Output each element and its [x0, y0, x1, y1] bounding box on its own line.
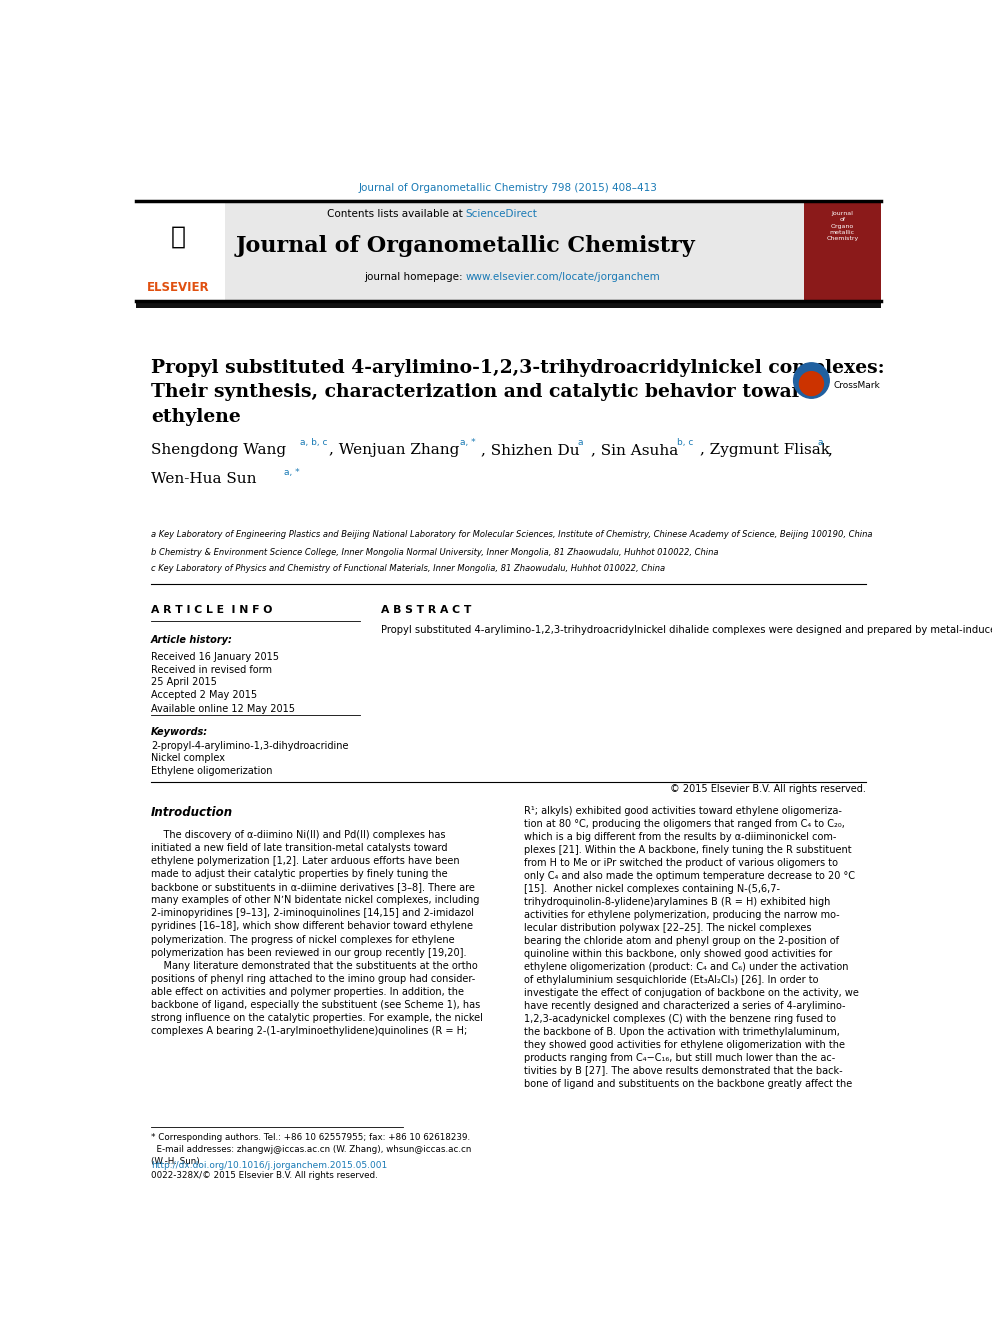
Text: a, *: a, *	[285, 467, 300, 476]
Text: A B S T R A C T: A B S T R A C T	[381, 606, 471, 615]
Circle shape	[800, 372, 823, 396]
Text: , Wenjuan Zhang: , Wenjuan Zhang	[329, 443, 459, 456]
Text: b Chemistry & Environment Science College, Inner Mongolia Normal University, Inn: b Chemistry & Environment Science Colleg…	[151, 548, 718, 557]
Text: © 2015 Elsevier B.V. All rights reserved.: © 2015 Elsevier B.V. All rights reserved…	[670, 785, 866, 794]
FancyBboxPatch shape	[804, 201, 881, 302]
Text: Journal of Organometallic Chemistry 798 (2015) 408–413: Journal of Organometallic Chemistry 798 …	[359, 183, 658, 193]
FancyBboxPatch shape	[136, 201, 225, 302]
Text: ELSEVIER: ELSEVIER	[147, 280, 209, 294]
Text: Wen-Hua Sun: Wen-Hua Sun	[151, 472, 257, 486]
Text: 25 April 2015: 25 April 2015	[151, 677, 217, 687]
Text: 0022-328X/© 2015 Elsevier B.V. All rights reserved.: 0022-328X/© 2015 Elsevier B.V. All right…	[151, 1171, 378, 1180]
Text: http://dx.doi.org/10.1016/j.jorganchem.2015.05.001: http://dx.doi.org/10.1016/j.jorganchem.2…	[151, 1160, 387, 1170]
Text: a, *: a, *	[459, 438, 475, 447]
Text: , Zygmunt Flisak: , Zygmunt Flisak	[699, 443, 830, 456]
Text: Keywords:: Keywords:	[151, 728, 208, 737]
Text: ScienceDirect: ScienceDirect	[466, 209, 538, 220]
Text: Received in revised form: Received in revised form	[151, 665, 272, 676]
Text: (W.-H. Sun).: (W.-H. Sun).	[151, 1158, 202, 1167]
Text: Journal of Organometallic Chemistry: Journal of Organometallic Chemistry	[236, 234, 695, 257]
Text: c Key Laboratory of Physics and Chemistry of Functional Materials, Inner Mongoli: c Key Laboratory of Physics and Chemistr…	[151, 564, 666, 573]
Text: Available online 12 May 2015: Available online 12 May 2015	[151, 704, 296, 714]
Text: www.elsevier.com/locate/jorganchem: www.elsevier.com/locate/jorganchem	[466, 271, 661, 282]
Text: a Key Laboratory of Engineering Plastics and Beijing National Laboratory for Mol: a Key Laboratory of Engineering Plastics…	[151, 531, 873, 538]
Bar	[136, 302, 881, 308]
Text: The discovery of α-diimino Ni(II) and Pd(II) complexes has
initiated a new field: The discovery of α-diimino Ni(II) and Pd…	[151, 831, 483, 1036]
Text: journal homepage:: journal homepage:	[364, 271, 466, 282]
Text: a: a	[817, 438, 823, 447]
Text: Introduction: Introduction	[151, 806, 233, 819]
Text: 2-propyl-4-arylimino-1,3-dihydroacridine: 2-propyl-4-arylimino-1,3-dihydroacridine	[151, 741, 348, 751]
Text: Contents lists available at: Contents lists available at	[326, 209, 466, 220]
Text: Propyl substituted 4-arylimino-1,2,3-trihydroacridylnickel dihalide complexes we: Propyl substituted 4-arylimino-1,2,3-tri…	[381, 624, 992, 635]
Text: , Shizhen Du: , Shizhen Du	[480, 443, 579, 456]
Text: Nickel complex: Nickel complex	[151, 753, 225, 763]
Text: Accepted 2 May 2015: Accepted 2 May 2015	[151, 691, 257, 700]
Text: Received 16 January 2015: Received 16 January 2015	[151, 651, 279, 662]
Text: CrossMark: CrossMark	[833, 381, 880, 390]
Text: a: a	[577, 438, 583, 447]
Text: a, b, c: a, b, c	[300, 438, 327, 447]
Text: A R T I C L E  I N F O: A R T I C L E I N F O	[151, 606, 273, 615]
Text: b, c: b, c	[677, 438, 693, 447]
Circle shape	[794, 363, 829, 398]
Text: R¹; alkyls) exhibited good activities toward ethylene oligomeriza-
tion at 80 °C: R¹; alkyls) exhibited good activities to…	[524, 806, 859, 1089]
Text: Ethylene oligomerization: Ethylene oligomerization	[151, 766, 273, 775]
Text: Journal
of
Organo
metallic
Chemistry: Journal of Organo metallic Chemistry	[826, 212, 858, 241]
Text: ,: ,	[827, 443, 832, 456]
Text: Shengdong Wang: Shengdong Wang	[151, 443, 287, 456]
Text: Article history:: Article history:	[151, 635, 233, 644]
Text: E-mail addresses: zhangwj@iccas.ac.cn (W. Zhang), whsun@iccas.ac.cn: E-mail addresses: zhangwj@iccas.ac.cn (W…	[151, 1146, 471, 1154]
Text: 🌳: 🌳	[171, 224, 186, 249]
Text: * Corresponding authors. Tel.: +86 10 62557955; fax: +86 10 62618239.: * Corresponding authors. Tel.: +86 10 62…	[151, 1132, 470, 1142]
Text: Propyl substituted 4-arylimino-1,2,3-trihydroacridylnickel complexes:
Their synt: Propyl substituted 4-arylimino-1,2,3-tri…	[151, 359, 885, 426]
FancyBboxPatch shape	[136, 201, 881, 302]
Text: , Sin Asuha: , Sin Asuha	[591, 443, 679, 456]
